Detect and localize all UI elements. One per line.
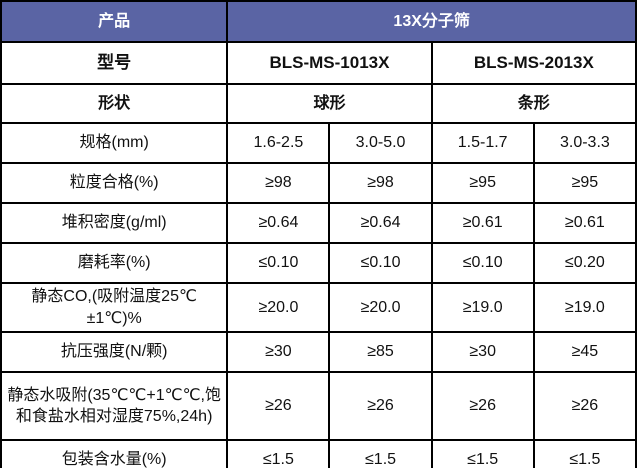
cell-value: 3.0-5.0 xyxy=(328,122,433,164)
spec-row-abrasion: 磨耗率(%) ≤0.10 ≤0.10 ≤0.10 ≤0.20 xyxy=(0,242,638,284)
spec-row-static-co-adsorption: 静态CO,(吸附温度25℃±1℃)% ≥20.0 ≥20.0 ≥19.0 ≥19… xyxy=(0,281,638,334)
cell-value: ≤0.10 xyxy=(226,242,331,284)
cell-value: 1.5-1.7 xyxy=(430,122,535,164)
spec-row-package-moisture: 包装含水量(%) ≤1.5 ≤1.5 ≤1.5 ≤1.5 xyxy=(0,439,638,468)
row-label: 堆积密度(g/ml) xyxy=(0,202,229,244)
cell-value: ≤1.5 xyxy=(430,439,535,468)
cell-value: ≥0.61 xyxy=(532,202,638,244)
cell-value: ≥98 xyxy=(226,162,331,204)
cell-value: ≥19.0 xyxy=(430,281,535,334)
cell-value: ≤1.5 xyxy=(328,439,433,468)
cell-value: ≤0.10 xyxy=(328,242,433,284)
cell-value: ≤1.5 xyxy=(532,439,638,468)
row-label: 静态CO,(吸附温度25℃±1℃)% xyxy=(0,281,229,334)
cell-value: ≥19.0 xyxy=(532,281,638,334)
spec-row-crush-strength: 抗压强度(N/颗) ≥30 ≥85 ≥30 ≥45 xyxy=(0,331,638,374)
shape-value-2: 条形 xyxy=(430,83,638,124)
cell-value: ≤1.5 xyxy=(226,439,331,468)
shape-row: 形状 球形 条形 xyxy=(0,83,638,124)
cell-value: ≥20.0 xyxy=(226,281,331,334)
header-product-label: 产品 xyxy=(0,0,229,43)
cell-value: ≥26 xyxy=(430,371,535,442)
cell-value: 1.6-2.5 xyxy=(226,122,331,164)
model-row: 型号 BLS-MS-1013X BLS-MS-2013X xyxy=(0,41,638,85)
cell-value: ≥45 xyxy=(532,331,638,374)
shape-row-label: 形状 xyxy=(0,83,229,124)
row-label: 包装含水量(%) xyxy=(0,439,229,468)
table-header-row: 产品 13X分子筛 xyxy=(0,0,637,43)
cell-value: 3.0-3.3 xyxy=(532,122,638,164)
model-value-1: BLS-MS-1013X xyxy=(226,41,433,85)
cell-value: ≥0.61 xyxy=(430,202,535,244)
spec-row-particle-pass: 粒度合格(%) ≥98 ≥98 ≥95 ≥95 xyxy=(0,162,638,204)
cell-value: ≥85 xyxy=(328,331,433,374)
cell-value: ≥95 xyxy=(532,162,638,204)
cell-value: ≥20.0 xyxy=(328,281,433,334)
cell-value: ≥26 xyxy=(532,371,638,442)
cell-value: ≥98 xyxy=(328,162,433,204)
cell-value: ≥26 xyxy=(226,371,331,442)
row-label: 磨耗率(%) xyxy=(0,242,229,284)
cell-value: ≥95 xyxy=(430,162,535,204)
model-row-label: 型号 xyxy=(0,41,229,85)
cell-value: ≤0.10 xyxy=(430,242,535,284)
header-product-value: 13X分子筛 xyxy=(226,0,637,43)
cell-value: ≤0.20 xyxy=(532,242,638,284)
cell-value: ≥0.64 xyxy=(328,202,433,244)
shape-value-1: 球形 xyxy=(226,83,433,124)
cell-value: ≥0.64 xyxy=(226,202,331,244)
spec-row-size: 规格(mm) 1.6-2.5 3.0-5.0 1.5-1.7 3.0-3.3 xyxy=(0,122,638,164)
row-label: 静态水吸附(35℃℃+1℃℃,饱和食盐水相对湿度75%,24h) xyxy=(0,371,229,442)
cell-value: ≥26 xyxy=(328,371,433,442)
spec-row-bulk-density: 堆积密度(g/ml) ≥0.64 ≥0.64 ≥0.61 ≥0.61 xyxy=(0,202,638,244)
row-label: 规格(mm) xyxy=(0,122,229,164)
model-value-2: BLS-MS-2013X xyxy=(430,41,638,85)
spec-row-static-water-adsorption: 静态水吸附(35℃℃+1℃℃,饱和食盐水相对湿度75%,24h) ≥26 ≥26… xyxy=(0,371,638,442)
cell-value: ≥30 xyxy=(226,331,331,374)
row-label: 抗压强度(N/颗) xyxy=(0,331,229,374)
row-label: 粒度合格(%) xyxy=(0,162,229,204)
cell-value: ≥30 xyxy=(430,331,535,374)
